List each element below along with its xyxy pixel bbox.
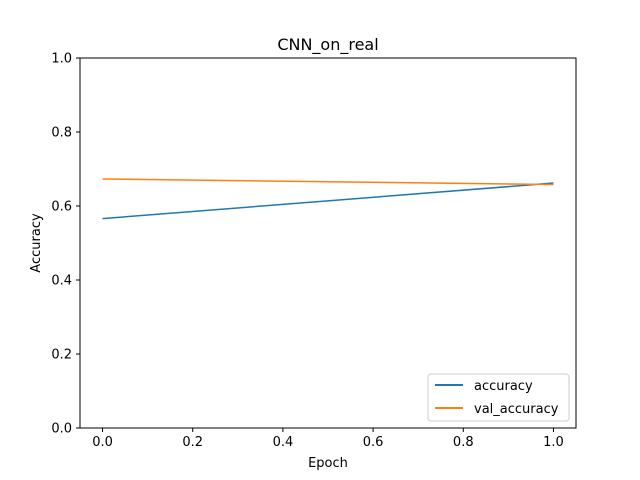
legend-box	[427, 373, 570, 422]
y-tick-label: 0.8	[51, 126, 72, 141]
legend-label-accuracy: accuracy	[474, 379, 533, 394]
y-tick-label: 0.6	[51, 200, 72, 215]
plot-frame	[79, 57, 577, 429]
x-axis-label: Epoch	[308, 456, 348, 471]
y-tick-label: 1.0	[51, 52, 72, 67]
x-tick-label: 0.6	[363, 435, 384, 450]
series-line-accuracy	[102, 182, 554, 220]
x-axis-ticks: 0.0 0.2 0.4 0.6 0.8 1.0	[92, 428, 564, 450]
y-tick-label: 0.2	[51, 348, 72, 363]
x-tick-label: 0.8	[453, 435, 474, 450]
x-tick-label: 0.2	[182, 435, 203, 450]
x-tick-label: 1.0	[543, 435, 564, 450]
chart-title: CNN_on_real	[277, 35, 378, 55]
x-tick-label: 0.4	[273, 435, 294, 450]
x-tick-label: 0.0	[92, 435, 113, 450]
legend: accuracy val_accuracy	[427, 373, 570, 422]
legend-label-val-accuracy: val_accuracy	[474, 402, 559, 417]
y-tick-label: 0.0	[51, 422, 72, 437]
y-tick-label: 0.4	[51, 274, 72, 289]
y-axis-ticks: 0.0 0.2 0.4 0.6 0.8 1.0	[51, 52, 80, 437]
plot-lines	[102, 178, 554, 220]
y-axis-label: Accuracy	[29, 213, 44, 273]
series-line-val-accuracy	[102, 178, 554, 186]
